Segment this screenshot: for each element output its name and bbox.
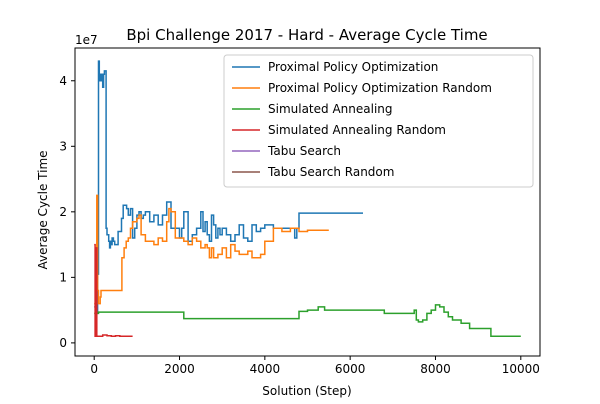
x-tick-label: 6000 [335, 362, 366, 376]
y-axis-title: Average Cycle Time [36, 150, 50, 269]
legend-label: Tabu Search Random [267, 165, 394, 179]
series-layer [94, 60, 521, 338]
legend-label: Proximal Policy Optimization Random [268, 81, 492, 95]
y-tick-label: 0 [59, 336, 67, 350]
x-tick-label: 10000 [502, 362, 540, 376]
y-tick-label: 2 [59, 205, 67, 219]
legend-label: Tabu Search [267, 144, 341, 158]
legend-label: Simulated Annealing Random [268, 123, 446, 137]
legend-items: Proximal Policy Optimization Proximal Pol… [232, 60, 492, 179]
series-line-1 [94, 194, 329, 305]
legend: Proximal Policy Optimization Proximal Pol… [223, 54, 534, 188]
legend-label: Proximal Policy Optimization [268, 60, 438, 74]
series-line-3 [94, 243, 133, 338]
x-tick-label: 2000 [164, 362, 195, 376]
legend-label: Simulated Annealing [268, 102, 393, 116]
chart-title: Bpi Challenge 2017 - Hard - Average Cycl… [126, 26, 487, 44]
y-axis-scale-label: 1e7 [75, 33, 98, 47]
y-axis-ticks: 0 1 2 3 4 [59, 74, 75, 350]
y-tick-label: 4 [59, 74, 67, 88]
series-line-2 [94, 304, 521, 338]
x-tick-label: 4000 [250, 362, 281, 376]
y-tick-label: 3 [59, 139, 67, 153]
axes-frame [74, 47, 541, 357]
legend-box [223, 54, 534, 188]
x-tick-label: 8000 [420, 362, 451, 376]
y-tick-label: 1 [59, 270, 67, 284]
plot-area: 0 2000 4000 6000 8000 10000 0 1 2 3 4 [59, 47, 541, 376]
x-axis-title: Solution (Step) [262, 384, 351, 398]
x-axis-ticks: 0 2000 4000 6000 8000 10000 [90, 356, 540, 376]
x-tick-label: 0 [90, 362, 98, 376]
series-line-0 [94, 60, 363, 315]
